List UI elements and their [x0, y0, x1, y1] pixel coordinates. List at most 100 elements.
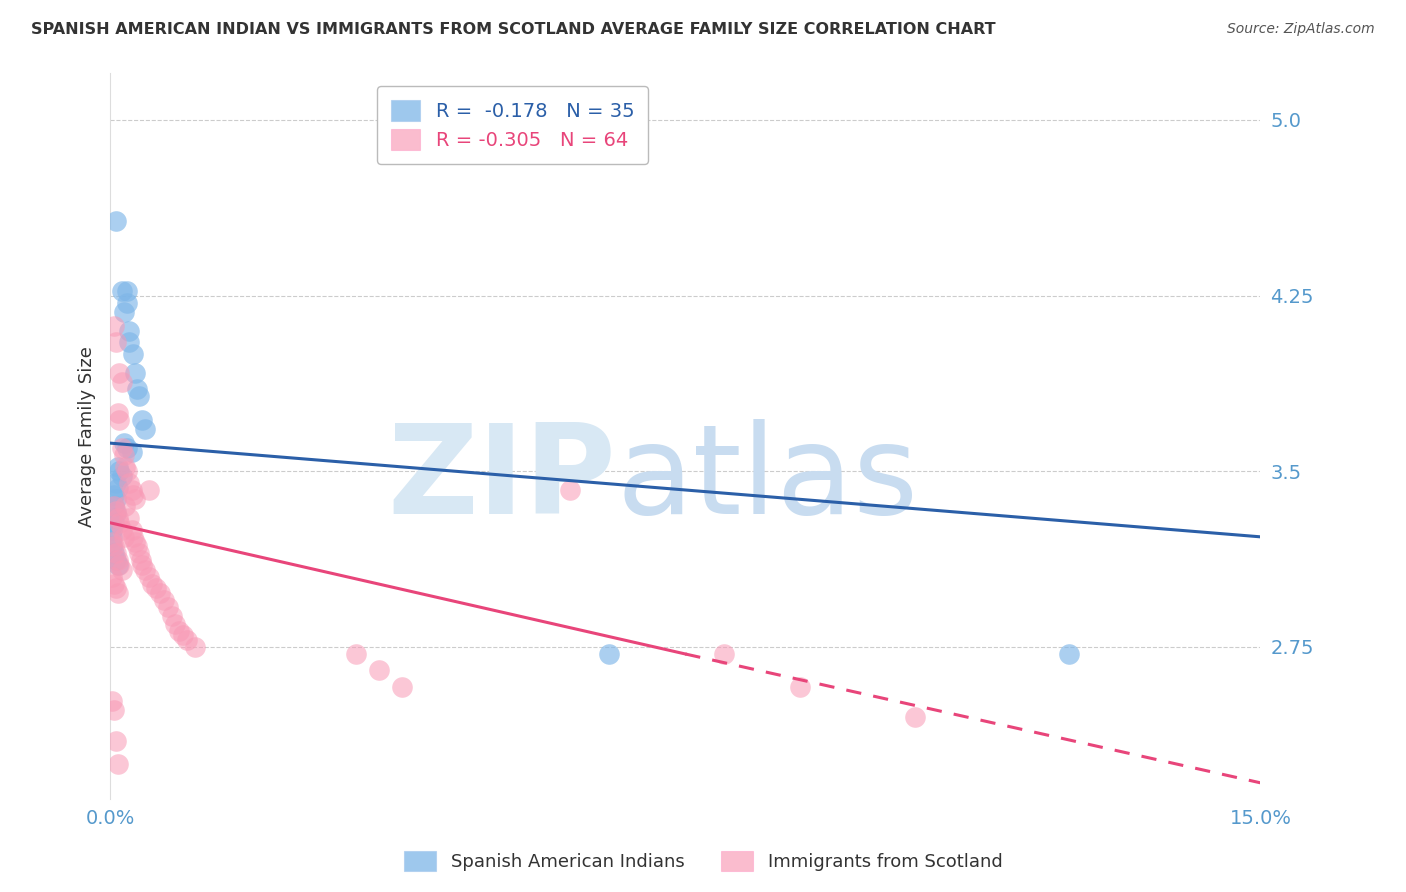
- Point: [103, 318, 125, 333]
- Point: [114, 500, 136, 514]
- Point: [111, 523, 134, 537]
- Point: [131, 413, 153, 427]
- Point: [103, 546, 125, 560]
- Point: [125, 539, 148, 553]
- Point: [115, 464, 138, 478]
- Point: [118, 475, 141, 490]
- Point: [131, 558, 153, 572]
- Point: [118, 511, 141, 525]
- Point: [111, 441, 134, 455]
- Point: [101, 694, 124, 708]
- Point: [107, 511, 129, 525]
- Point: [105, 553, 128, 567]
- Point: [104, 492, 127, 507]
- Text: atlas: atlas: [616, 419, 918, 541]
- Point: [122, 347, 145, 361]
- Point: [112, 436, 135, 450]
- Point: [125, 382, 148, 396]
- Point: [344, 647, 367, 661]
- Point: [111, 284, 134, 298]
- Point: [107, 406, 129, 420]
- Point: [167, 624, 190, 638]
- Y-axis label: Average Family Size: Average Family Size: [79, 346, 96, 526]
- Point: [101, 569, 124, 583]
- Point: [129, 553, 152, 567]
- Point: [101, 523, 124, 537]
- Point: [101, 534, 124, 549]
- Point: [105, 546, 128, 560]
- Point: [153, 593, 176, 607]
- Point: [560, 483, 582, 497]
- Point: [105, 475, 128, 490]
- Point: [598, 647, 620, 661]
- Point: [183, 640, 205, 654]
- Point: [128, 546, 150, 560]
- Point: [121, 445, 143, 459]
- Point: [138, 569, 160, 583]
- Point: [149, 586, 172, 600]
- Point: [107, 481, 129, 495]
- Point: [122, 530, 145, 544]
- Point: [1057, 647, 1080, 661]
- Point: [134, 563, 156, 577]
- Point: [112, 305, 135, 319]
- Point: [114, 459, 136, 474]
- Point: [122, 488, 145, 502]
- Point: [124, 366, 146, 380]
- Point: [107, 757, 129, 772]
- Point: [103, 500, 125, 514]
- Point: [115, 295, 138, 310]
- Point: [118, 335, 141, 350]
- Point: [165, 616, 187, 631]
- Text: ZIP: ZIP: [388, 419, 616, 541]
- Point: [107, 553, 129, 567]
- Point: [105, 213, 128, 227]
- Point: [172, 628, 194, 642]
- Point: [105, 582, 128, 596]
- Point: [141, 576, 163, 591]
- Point: [115, 284, 138, 298]
- Point: [391, 680, 413, 694]
- Point: [138, 483, 160, 497]
- Point: [115, 441, 138, 455]
- Point: [105, 504, 128, 518]
- Point: [105, 335, 128, 350]
- Text: Source: ZipAtlas.com: Source: ZipAtlas.com: [1227, 22, 1375, 37]
- Point: [112, 530, 135, 544]
- Point: [107, 459, 129, 474]
- Point: [103, 500, 125, 514]
- Point: [118, 324, 141, 338]
- Point: [108, 516, 131, 530]
- Point: [111, 469, 134, 483]
- Point: [101, 530, 124, 544]
- Point: [105, 733, 128, 747]
- Point: [103, 539, 125, 553]
- Point: [904, 710, 927, 724]
- Point: [105, 507, 128, 521]
- Point: [103, 516, 125, 530]
- Point: [103, 703, 125, 717]
- Point: [108, 464, 131, 478]
- Point: [108, 413, 131, 427]
- Point: [134, 422, 156, 436]
- Point: [101, 539, 124, 553]
- Point: [107, 558, 129, 572]
- Point: [124, 492, 146, 507]
- Point: [103, 576, 125, 591]
- Point: [160, 609, 183, 624]
- Point: [111, 563, 134, 577]
- Point: [111, 375, 134, 389]
- Point: [107, 586, 129, 600]
- Point: [128, 389, 150, 403]
- Point: [124, 534, 146, 549]
- Point: [103, 488, 125, 502]
- Text: SPANISH AMERICAN INDIAN VS IMMIGRANTS FROM SCOTLAND AVERAGE FAMILY SIZE CORRELAT: SPANISH AMERICAN INDIAN VS IMMIGRANTS FR…: [31, 22, 995, 37]
- Point: [108, 366, 131, 380]
- Point: [145, 582, 167, 596]
- Point: [108, 558, 131, 572]
- Point: [121, 523, 143, 537]
- Point: [112, 448, 135, 462]
- Point: [367, 664, 389, 678]
- Legend: R =  -0.178   N = 35, R = -0.305   N = 64: R = -0.178 N = 35, R = -0.305 N = 64: [377, 87, 648, 164]
- Point: [156, 600, 179, 615]
